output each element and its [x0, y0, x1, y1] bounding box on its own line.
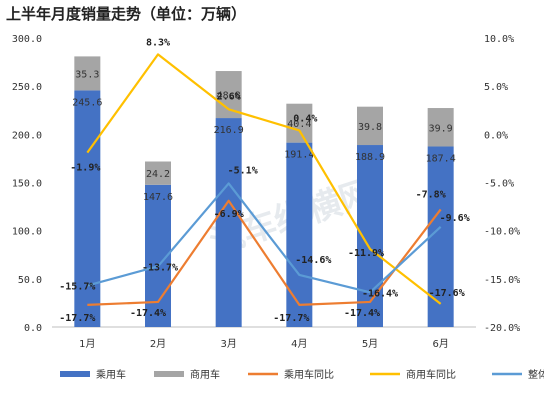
y-right-tick-label: -20.0% [484, 323, 520, 334]
y-right-tick-label: -10.0% [484, 227, 520, 238]
bar-passenger-label: 147.6 [143, 192, 173, 203]
y-left-tick-label: 250.0 [12, 82, 42, 93]
legend-swatch [154, 371, 184, 377]
legend-label: 商用车同比 [406, 368, 456, 381]
y-left-tick-label: 50.0 [18, 275, 42, 286]
line-point-label: -17.4% [344, 308, 380, 319]
x-tick-label: 2月 [150, 338, 166, 350]
x-tick-label: 6月 [432, 338, 448, 350]
legend-label: 乘用车同比 [284, 368, 334, 381]
bar-commercial [427, 108, 454, 147]
bar-passenger-label: 187.4 [426, 153, 456, 164]
line-point-label: -15.7% [59, 282, 95, 293]
bar-commercial-label: 48.8 [217, 91, 241, 102]
bar-commercial [286, 103, 313, 143]
x-tick-label: 3月 [220, 338, 236, 350]
y-left-tick-label: 200.0 [12, 130, 42, 141]
chart-title: 上半年月度销量走势（单位：万辆） [6, 5, 246, 23]
bar-commercial-label: 39.9 [429, 123, 453, 134]
bar-commercial [74, 56, 101, 91]
bar-passenger [215, 118, 242, 327]
line-point-label: -16.4% [362, 288, 398, 299]
y-left-tick-label: 300.0 [12, 34, 42, 45]
line-point-label: -7.8% [416, 189, 446, 200]
bar-commercial [357, 106, 383, 146]
y-left-tick-label: 150.0 [12, 179, 42, 190]
line-point-label: -14.6% [295, 255, 331, 266]
line-point-label: -13.7% [142, 262, 178, 273]
y-right-tick-label: 0.0% [484, 130, 508, 141]
line-series-0 [87, 199, 442, 306]
line-series-2 [87, 182, 442, 294]
line-point-label: 8.3% [146, 37, 170, 48]
legend-swatch [60, 371, 90, 377]
bar-passenger-label: 216.9 [214, 125, 244, 136]
x-tick-label: 5月 [362, 338, 378, 350]
bar-passenger-label: 245.6 [72, 97, 102, 108]
line-series-1 [86, 53, 442, 305]
bar-commercial-label: 35.3 [75, 69, 99, 80]
x-tick-label: 1月 [79, 338, 95, 350]
line-point-label: 2.6% [217, 91, 241, 102]
y-right-tick-label: 5.0% [484, 82, 508, 93]
bar-commercial-label: 39.8 [358, 122, 382, 133]
bar-passenger-label: 191.4 [284, 150, 314, 161]
line-point-label: 0.4% [293, 113, 317, 124]
bar-commercial [145, 161, 171, 185]
y-right-tick-label: -5.0% [484, 179, 514, 190]
x-tick-label: 4月 [291, 338, 307, 350]
line-point-label: -6.9% [214, 209, 244, 220]
legend: 乘用车 商用车 乘用车同比 商用车同比 整体同比 [60, 368, 544, 381]
bar-commercial-label: 40.4 [287, 119, 311, 130]
legend-label: 商用车 [190, 368, 220, 381]
line-point-label: -17.4% [130, 308, 166, 319]
bar-passenger-label: 188.9 [355, 152, 385, 163]
line-point-label: -9.6% [440, 213, 470, 224]
line-point-label: -5.1% [228, 165, 258, 176]
line-point-label: -17.6% [429, 288, 465, 299]
y-left-tick-label: 0.0 [24, 323, 42, 334]
legend-label: 乘用车 [96, 368, 126, 381]
line-point-label: -17.7% [59, 313, 95, 324]
legend-label: 整体同比 [528, 368, 544, 381]
bar-passenger [74, 90, 101, 327]
bar-passenger [357, 145, 383, 327]
y-left-tick-label: 100.0 [12, 227, 42, 238]
line-point-label: -1.9% [70, 163, 100, 174]
y-right-tick-label: -15.0% [484, 275, 520, 286]
bar-commercial-label: 24.2 [146, 169, 170, 180]
line-point-label: -11.9% [348, 248, 384, 259]
y-right-tick-label: 10.0% [484, 34, 514, 45]
bar-passenger [286, 142, 313, 327]
line-point-label: -17.7% [273, 313, 309, 324]
plot-area: 0.0 50.0 100.0 150.0 200.0 250.0 300.0 -20.0% -1… [12, 34, 520, 350]
